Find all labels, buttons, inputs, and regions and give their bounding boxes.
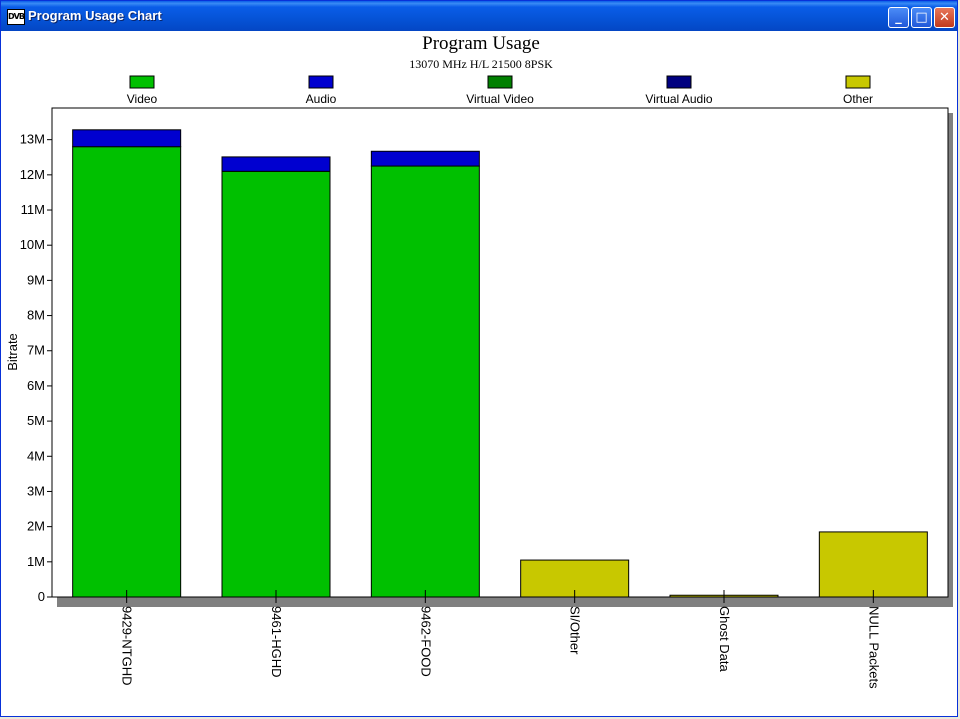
title-bar[interactable]: DVB Program Usage Chart _ □ ✕ — [1, 1, 957, 31]
x-tick-label-5: Ghost Data — [717, 606, 732, 673]
bar-2-2 — [221, 156, 331, 172]
x-tick-label-3: 9462-FOOD — [418, 606, 433, 677]
maximize-button[interactable]: □ — [911, 7, 932, 28]
y-axis-label: Bitrate — [5, 333, 20, 371]
y-tick-label-4: 4M — [27, 448, 45, 463]
bars — [72, 129, 928, 598]
y-tick-label-6: 6M — [27, 378, 45, 393]
y-tick-label-0: 0 — [38, 589, 45, 604]
dvb-app-icon[interactable]: DVB — [7, 9, 25, 25]
legend: Video Audio Virtual Video Virtual Audio Othe… — [127, 75, 873, 106]
y-tick-label-11: 11M — [21, 202, 45, 217]
program-usage-chart: Program Usage 13070 MHz H/L 21500 8PSK V… — [5, 33, 953, 689]
legend-label-3: Virtual Video — [466, 92, 534, 106]
legend-label-1: Video — [127, 92, 158, 106]
bar-3-1 — [370, 165, 480, 598]
x-axis: 9429-NTGHD 9461-HGHD 9462-FOOD SI/Other Ghos… — [120, 590, 881, 689]
y-tick-label-5: 5M — [27, 413, 45, 428]
y-tick-label-7: 7M — [27, 343, 45, 358]
legend-label-4: Virtual Audio — [645, 92, 712, 106]
y-tick-label-1: 1M — [27, 554, 45, 569]
window-title: Program Usage Chart — [28, 8, 162, 23]
x-tick-label-4: SI/Other — [568, 606, 583, 655]
legend-swatch-3 — [487, 75, 513, 89]
legend-label-5: Other — [843, 92, 873, 106]
legend-label-2: Audio — [306, 92, 337, 106]
bar-1-2 — [72, 129, 182, 148]
chart-title: Program Usage — [422, 33, 540, 54]
y-tick-label-2: 2M — [27, 519, 45, 534]
bar-2-1 — [221, 170, 331, 598]
y-tick-label-9: 9M — [27, 272, 45, 287]
legend-swatch-5 — [845, 75, 871, 89]
legend-swatch-4 — [666, 75, 692, 89]
x-tick-label-2: 9461-HGHD — [269, 606, 284, 678]
chart-area: Program Usage 13070 MHz H/L 21500 8PSK V… — [5, 31, 953, 714]
x-tick-label-6: NULL Packets — [866, 606, 881, 689]
x-tick-label-1: 9429-NTGHD — [120, 606, 135, 685]
bar-3-2 — [370, 150, 480, 167]
plot-area — [51, 107, 949, 598]
minimize-button[interactable]: _ — [888, 7, 909, 28]
bar-1-1 — [72, 146, 182, 598]
y-tick-label-13: 13M — [20, 132, 45, 147]
chart-subtitle: 13070 MHz H/L 21500 8PSK — [409, 57, 553, 71]
y-tick-label-12: 12M — [20, 167, 45, 182]
legend-swatch-1 — [129, 75, 155, 89]
y-tick-label-10: 10M — [20, 237, 45, 252]
legend-swatch-2 — [308, 75, 334, 89]
bar-6-5 — [818, 531, 928, 598]
y-tick-label-3: 3M — [27, 483, 45, 498]
y-tick-label-8: 8M — [27, 308, 45, 323]
close-button[interactable]: ✕ — [934, 7, 955, 28]
y-axis: 0 1M 2M 3M 4M 5M 6M 7M 8M 9M 10M 11M 12M 13M — [20, 132, 52, 604]
